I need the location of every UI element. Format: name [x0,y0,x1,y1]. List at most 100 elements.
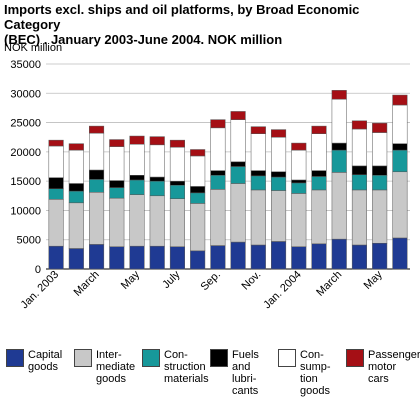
bar-segment-series-1-cat-11 [271,190,287,242]
bar-segment-series-3-cat-0 [48,177,64,190]
bar-segment-series-2-cat-5 [149,180,165,197]
bar-segment-series-0-cat-4 [129,245,145,270]
y-tick-label: 25000 [10,118,41,130]
bar-segment-series-0-cat-0 [48,245,64,270]
y-axis-title: NOK million [4,42,62,54]
x-tick-label: Sep. [199,269,223,293]
legend-swatch-2 [142,349,160,367]
y-tick-label: 0 [35,264,41,276]
bar-segment-series-2-cat-15 [351,174,367,191]
legend-swatch-1 [74,349,92,367]
legend-swatch-3 [210,349,228,367]
bar-segment-series-1-cat-14 [331,172,347,240]
bar-segment-series-2-cat-6 [169,184,185,199]
bar-segment-series-3-cat-6 [169,180,185,186]
bar-segment-series-3-cat-11 [271,171,287,178]
bar-segment-series-5-cat-13 [311,125,327,134]
bar-segment-series-4-cat-15 [351,128,367,167]
bar-segment-series-3-cat-14 [331,142,347,151]
bar-segment-series-5-cat-11 [271,129,287,138]
x-tick-label: July [160,268,183,291]
bar-segment-series-3-cat-7 [190,186,206,194]
bar-segment-series-0-cat-14 [331,238,347,270]
bar-segment-series-2-cat-4 [129,179,145,195]
bar-segment-series-2-cat-12 [291,182,307,194]
bar-segment-series-3-cat-1 [68,183,84,192]
bar-segment-series-5-cat-3 [109,139,125,147]
legend-label-0: Capital goods [28,349,63,373]
chart-title: Imports excl. ships and oil platforms, b… [4,2,416,47]
bar-segment-series-2-cat-13 [311,176,327,191]
bar-segment-series-4-cat-14 [331,98,347,144]
bar-segment-series-1-cat-16 [372,189,388,244]
bar-segment-series-5-cat-8 [210,119,226,129]
chart-title-line-2: (BEC) . January 2003-June 2004. NOK mill… [4,32,283,47]
bar-segment-series-1-cat-5 [149,195,165,247]
bar-segment-series-2-cat-17 [392,149,408,173]
bar-segment-series-2-cat-16 [372,175,388,191]
bar-segment-series-5-cat-9 [230,111,246,120]
x-tick-label: May [362,268,386,292]
bar-segment-series-3-cat-8 [210,170,226,176]
bar-segment-series-0-cat-11 [271,241,287,270]
bar-segment-series-1-cat-2 [89,192,105,245]
bar-segment-series-1-cat-8 [210,189,226,246]
legend-label-1: Inter- mediate goods [96,349,136,385]
legend-label-2: Con- struction materials [164,349,209,385]
bar-segment-series-1-cat-0 [48,199,64,247]
bar-segment-series-0-cat-12 [291,246,307,270]
bar-segment-series-5-cat-6 [169,139,185,148]
legend-swatch-0 [6,349,24,367]
legend-label-3: Fuels and lubri- cants [232,349,259,397]
plot-area [46,64,410,269]
bar-segment-series-0-cat-5 [149,245,165,270]
bar-segment-series-3-cat-5 [149,176,165,182]
y-tick-label: 35000 [10,59,41,71]
bar-segment-series-3-cat-16 [372,165,388,176]
bar-segment-series-3-cat-3 [109,180,125,188]
bar-segment-series-5-cat-1 [68,143,84,151]
bar-segment-series-1-cat-1 [68,202,84,249]
bar-segment-series-0-cat-15 [351,244,367,270]
bar-segment-series-2-cat-3 [109,187,125,199]
y-tick-label: 20000 [10,147,41,159]
bar-segment-series-2-cat-0 [48,188,64,200]
legend-swatch-5 [346,349,364,367]
bar-segment-series-2-cat-8 [210,175,226,190]
x-tick-label: March [72,269,102,299]
bar-segment-series-1-cat-7 [190,203,206,252]
y-tick-label: 15000 [10,176,41,188]
bar-segment-series-2-cat-2 [89,179,105,193]
bar-segment-series-5-cat-15 [351,120,367,130]
bar-segment-series-4-cat-17 [392,104,408,144]
bar-segment-series-4-cat-16 [372,132,388,167]
bar-segment-series-0-cat-16 [372,242,388,270]
bar-segment-series-0-cat-1 [68,248,84,270]
bar-segment-series-0-cat-2 [89,244,105,270]
bar-segment-series-4-cat-4 [129,143,145,176]
x-tick-label: Jan. 2004 [261,269,304,312]
bar-segment-series-1-cat-15 [351,189,367,246]
bar-segment-series-5-cat-14 [331,90,347,100]
bar-segment-series-3-cat-10 [250,170,266,177]
bar-segment-series-2-cat-10 [250,175,266,191]
bar-segment-series-1-cat-13 [311,189,327,245]
bar-segment-series-5-cat-12 [291,142,307,151]
bar-segment-series-5-cat-4 [129,135,145,145]
bar-segment-series-1-cat-12 [291,193,307,247]
bar-segment-series-3-cat-12 [291,179,307,184]
bar-segment-series-5-cat-5 [149,136,165,146]
bar-segment-series-4-cat-11 [271,136,287,173]
legend-label-4: Con- sump- tion goods [300,349,331,397]
bar-segment-series-4-cat-3 [109,146,125,181]
bar-segment-series-4-cat-9 [230,119,246,163]
legend-swatch-4 [278,349,296,367]
bar-segment-series-0-cat-7 [190,250,206,270]
bar-segment-series-1-cat-3 [109,197,125,247]
bar-segment-series-4-cat-0 [48,145,64,178]
bar-segment-series-4-cat-10 [250,133,266,171]
bar-segment-series-0-cat-10 [250,244,266,270]
bar-segment-series-1-cat-4 [129,194,145,247]
